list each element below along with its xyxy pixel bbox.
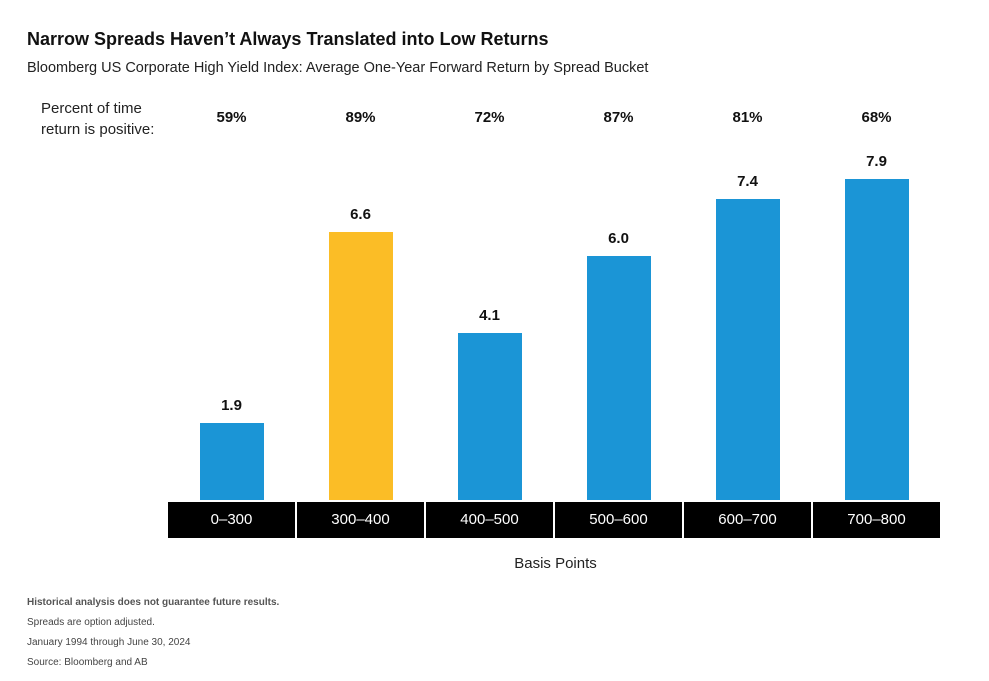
percent-positive-label-line2: return is positive: xyxy=(41,121,155,138)
bar-value-label: 1.9 xyxy=(221,396,242,414)
x-tick-label: 600–700 xyxy=(684,502,811,538)
bar-value-label: 4.1 xyxy=(479,307,500,325)
percent-positive-value: 68% xyxy=(861,109,892,126)
bar-400–500 xyxy=(457,333,522,500)
x-tick-label: 0–300 xyxy=(168,502,295,538)
bar-value-label: 7.9 xyxy=(866,153,887,170)
bar-value-label: 6.6 xyxy=(350,205,371,223)
percent-positive-value: 87% xyxy=(603,109,634,126)
source-note: Source: Bloomberg and AB xyxy=(27,657,148,668)
percent-positive-label-line1: Percent of time xyxy=(41,100,142,117)
x-tick-label: 500–600 xyxy=(555,502,682,538)
bar-0–300 xyxy=(199,422,264,500)
x-tick-label: 700–800 xyxy=(813,502,940,538)
bar-value-label: 7.4 xyxy=(737,173,758,191)
spreads-note: Spreads are option adjusted. xyxy=(27,617,155,628)
x-tick-label: 300–400 xyxy=(297,502,424,538)
bar-300–400 xyxy=(328,231,393,500)
percent-positive-value: 89% xyxy=(345,109,376,126)
bar-700–800 xyxy=(844,179,909,500)
percent-positive-value: 72% xyxy=(474,109,505,126)
percent-positive-value: 59% xyxy=(216,109,247,126)
x-tick-label: 400–500 xyxy=(426,502,553,538)
bar-500–600 xyxy=(586,256,651,500)
bar-600–700 xyxy=(715,199,780,500)
percent-positive-label: Percent of time return is positive: xyxy=(41,98,154,140)
bar-value-label: 6.0 xyxy=(608,230,629,248)
percent-positive-value: 81% xyxy=(732,109,763,126)
x-axis-label: Basis Points xyxy=(514,555,597,572)
disclaimer-note: Historical analysis does not guarantee f… xyxy=(27,597,280,608)
chart-subtitle: Bloomberg US Corporate High Yield Index:… xyxy=(27,60,649,76)
date-range-note: January 1994 through June 30, 2024 xyxy=(27,637,191,648)
chart-title: Narrow Spreads Haven’t Always Translated… xyxy=(27,29,549,49)
